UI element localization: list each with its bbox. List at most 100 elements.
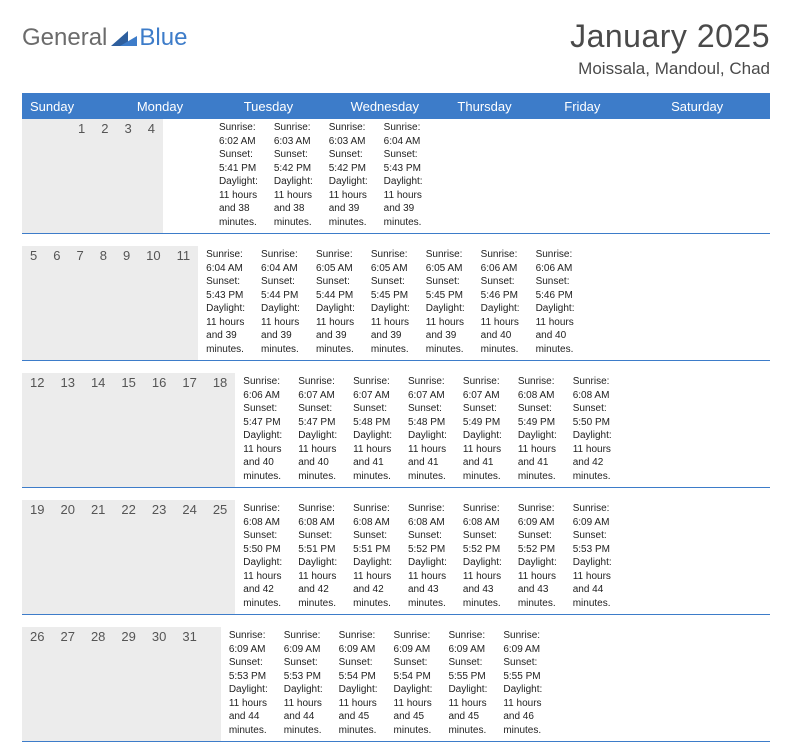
day-details: Sunrise: 6:08 AMSunset: 5:52 PMDaylight:… bbox=[400, 500, 455, 614]
sunrise-text: Sunrise: 6:07 AM bbox=[463, 375, 502, 402]
day-details: Sunrise: 6:06 AMSunset: 5:47 PMDaylight:… bbox=[235, 373, 290, 487]
day-label: Tuesday bbox=[236, 95, 343, 119]
day-details: Sunrise: 6:09 AMSunset: 5:53 PMDaylight:… bbox=[565, 500, 620, 614]
day-details: Sunrise: 6:05 AMSunset: 5:45 PMDaylight:… bbox=[363, 246, 418, 360]
daylight-text-2: and 40 minutes. bbox=[536, 329, 575, 356]
sunrise-text: Sunrise: 6:08 AM bbox=[353, 502, 392, 529]
daynum-row: 1234 bbox=[22, 119, 163, 233]
daylight-text-1: Daylight: 11 hours bbox=[219, 175, 258, 202]
day-details: Sunrise: 6:08 AMSunset: 5:51 PMDaylight:… bbox=[345, 500, 400, 614]
daylight-text-1: Daylight: 11 hours bbox=[426, 302, 465, 329]
brand-logo: General Blue bbox=[22, 18, 187, 52]
sunrise-text: Sunrise: 6:06 AM bbox=[536, 248, 575, 275]
sunrise-text: Sunrise: 6:07 AM bbox=[408, 375, 447, 402]
daylight-text-1: Daylight: 11 hours bbox=[573, 429, 612, 456]
sunset-text: Sunset: 5:42 PM bbox=[274, 148, 313, 175]
daylight-text-2: and 44 minutes. bbox=[284, 710, 323, 737]
sunset-text: Sunset: 5:41 PM bbox=[219, 148, 258, 175]
day-number: 10 bbox=[138, 246, 168, 360]
day-number: 18 bbox=[205, 373, 235, 487]
daylight-text-2: and 43 minutes. bbox=[463, 583, 502, 610]
day-number: 24 bbox=[174, 500, 204, 614]
daylight-text-1: Daylight: 11 hours bbox=[206, 302, 245, 329]
day-details bbox=[195, 119, 211, 233]
day-details: Sunrise: 6:08 AMSunset: 5:50 PMDaylight:… bbox=[235, 500, 290, 614]
week-spacer bbox=[22, 488, 770, 500]
daylight-text-1: Daylight: 11 hours bbox=[353, 556, 392, 583]
daylight-text-2: and 43 minutes. bbox=[518, 583, 557, 610]
details-row: Sunrise: 6:09 AMSunset: 5:53 PMDaylight:… bbox=[221, 627, 566, 741]
sunset-text: Sunset: 5:53 PM bbox=[573, 529, 612, 556]
sunset-text: Sunset: 5:45 PM bbox=[371, 275, 410, 302]
week-spacer bbox=[22, 234, 770, 246]
day-number: 25 bbox=[205, 500, 235, 614]
daylight-text-2: and 39 minutes. bbox=[206, 329, 245, 356]
day-details: Sunrise: 6:04 AMSunset: 5:43 PMDaylight:… bbox=[376, 119, 431, 233]
day-number: 28 bbox=[83, 627, 113, 741]
sunset-text: Sunset: 5:42 PM bbox=[329, 148, 368, 175]
sunrise-text: Sunrise: 6:05 AM bbox=[316, 248, 355, 275]
sunset-text: Sunset: 5:51 PM bbox=[353, 529, 392, 556]
day-header-row: Sunday Monday Tuesday Wednesday Thursday… bbox=[22, 95, 770, 119]
daylight-text-2: and 41 minutes. bbox=[463, 456, 502, 483]
sunrise-text: Sunrise: 6:04 AM bbox=[261, 248, 300, 275]
sunrise-text: Sunrise: 6:09 AM bbox=[518, 502, 557, 529]
title-block: January 2025 Moissala, Mandoul, Chad bbox=[570, 18, 770, 79]
daylight-text-1: Daylight: 11 hours bbox=[573, 556, 612, 583]
sunrise-text: Sunrise: 6:05 AM bbox=[371, 248, 410, 275]
day-details: Sunrise: 6:04 AMSunset: 5:44 PMDaylight:… bbox=[253, 246, 308, 360]
sunrise-text: Sunrise: 6:07 AM bbox=[353, 375, 392, 402]
daylight-text-2: and 43 minutes. bbox=[408, 583, 447, 610]
day-label: Saturday bbox=[663, 95, 770, 119]
week-row: 19202122232425Sunrise: 6:08 AMSunset: 5:… bbox=[22, 500, 770, 615]
daylight-text-2: and 45 minutes. bbox=[394, 710, 433, 737]
daylight-text-1: Daylight: 11 hours bbox=[274, 175, 313, 202]
sunrise-text: Sunrise: 6:08 AM bbox=[463, 502, 502, 529]
sunset-text: Sunset: 5:55 PM bbox=[448, 656, 487, 683]
day-details: Sunrise: 6:09 AMSunset: 5:53 PMDaylight:… bbox=[276, 627, 331, 741]
day-number: 7 bbox=[68, 246, 91, 360]
day-number: 12 bbox=[22, 373, 52, 487]
day-details: Sunrise: 6:09 AMSunset: 5:54 PMDaylight:… bbox=[386, 627, 441, 741]
day-number: 20 bbox=[52, 500, 82, 614]
daylight-text-1: Daylight: 11 hours bbox=[503, 683, 542, 710]
daylight-text-1: Daylight: 11 hours bbox=[394, 683, 433, 710]
sunset-text: Sunset: 5:52 PM bbox=[463, 529, 502, 556]
day-details: Sunrise: 6:06 AMSunset: 5:46 PMDaylight:… bbox=[528, 246, 583, 360]
day-details: Sunrise: 6:03 AMSunset: 5:42 PMDaylight:… bbox=[266, 119, 321, 233]
day-details: Sunrise: 6:05 AMSunset: 5:45 PMDaylight:… bbox=[418, 246, 473, 360]
day-details: Sunrise: 6:08 AMSunset: 5:49 PMDaylight:… bbox=[510, 373, 565, 487]
daylight-text-2: and 42 minutes. bbox=[353, 583, 392, 610]
daylight-text-1: Daylight: 11 hours bbox=[463, 429, 502, 456]
day-details bbox=[179, 119, 195, 233]
day-details: Sunrise: 6:09 AMSunset: 5:52 PMDaylight:… bbox=[510, 500, 565, 614]
sunset-text: Sunset: 5:43 PM bbox=[384, 148, 423, 175]
daylight-text-1: Daylight: 11 hours bbox=[243, 556, 282, 583]
details-row: Sunrise: 6:08 AMSunset: 5:50 PMDaylight:… bbox=[235, 500, 619, 614]
daylight-text-2: and 40 minutes. bbox=[481, 329, 520, 356]
day-label: Sunday bbox=[22, 95, 129, 119]
day-details: Sunrise: 6:05 AMSunset: 5:44 PMDaylight:… bbox=[308, 246, 363, 360]
calendar: Sunday Monday Tuesday Wednesday Thursday… bbox=[22, 93, 770, 742]
sunset-text: Sunset: 5:44 PM bbox=[316, 275, 355, 302]
sunset-text: Sunset: 5:48 PM bbox=[353, 402, 392, 429]
daylight-text-1: Daylight: 11 hours bbox=[408, 429, 447, 456]
sunrise-text: Sunrise: 6:04 AM bbox=[384, 121, 423, 148]
day-details: Sunrise: 6:09 AMSunset: 5:55 PMDaylight:… bbox=[495, 627, 550, 741]
daylight-text-2: and 42 minutes. bbox=[243, 583, 282, 610]
day-number bbox=[22, 119, 38, 233]
day-number bbox=[205, 627, 221, 741]
day-details: Sunrise: 6:06 AMSunset: 5:46 PMDaylight:… bbox=[473, 246, 528, 360]
daylight-text-1: Daylight: 11 hours bbox=[371, 302, 410, 329]
day-number: 31 bbox=[174, 627, 204, 741]
day-details: Sunrise: 6:07 AMSunset: 5:48 PMDaylight:… bbox=[345, 373, 400, 487]
daylight-text-1: Daylight: 11 hours bbox=[316, 302, 355, 329]
sunrise-text: Sunrise: 6:06 AM bbox=[481, 248, 520, 275]
day-number: 8 bbox=[92, 246, 115, 360]
day-details: Sunrise: 6:04 AMSunset: 5:43 PMDaylight:… bbox=[198, 246, 253, 360]
sunset-text: Sunset: 5:55 PM bbox=[503, 656, 542, 683]
day-number: 26 bbox=[22, 627, 52, 741]
day-details: Sunrise: 6:07 AMSunset: 5:48 PMDaylight:… bbox=[400, 373, 455, 487]
sunset-text: Sunset: 5:50 PM bbox=[243, 529, 282, 556]
day-number bbox=[38, 119, 54, 233]
